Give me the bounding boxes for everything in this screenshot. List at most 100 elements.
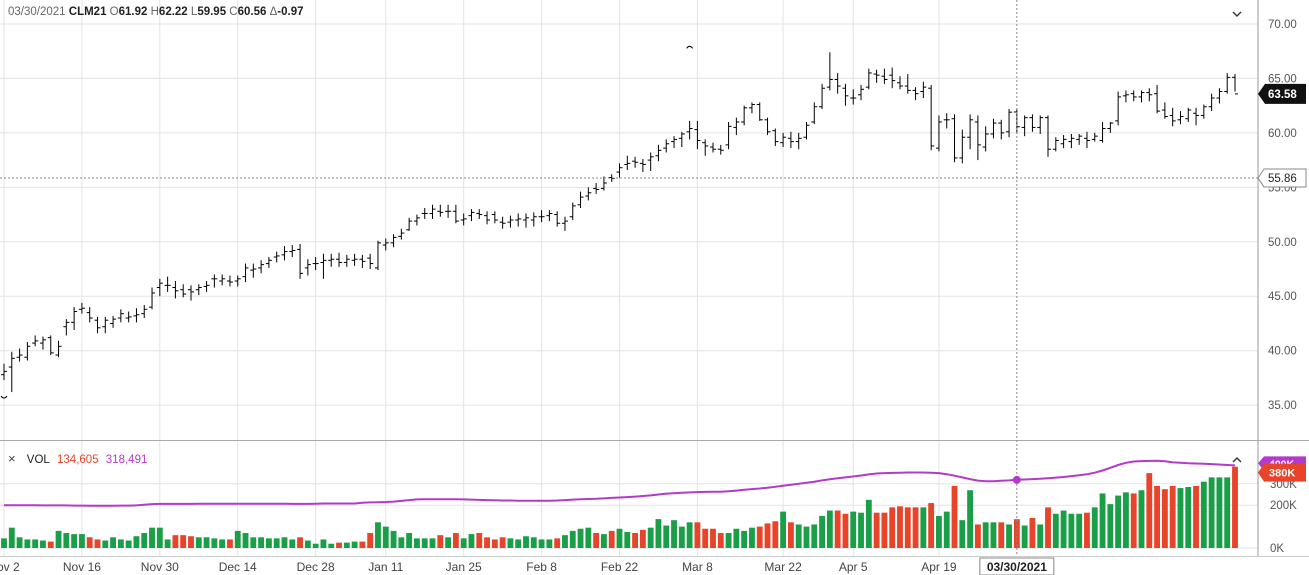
ohlc-bar xyxy=(351,253,358,266)
price-tick-label: 50.00 xyxy=(1268,237,1297,249)
ohlc-bar xyxy=(858,84,865,101)
ohlc-bar xyxy=(585,187,592,201)
volume-bar xyxy=(585,527,592,548)
volume-bar xyxy=(312,543,319,548)
ohlc-bar xyxy=(133,308,140,323)
volume-bar xyxy=(180,535,187,548)
volume-bar xyxy=(367,533,374,548)
volume-bar xyxy=(639,529,646,548)
volume-bar xyxy=(624,531,631,548)
x-tick-label: Nov 16 xyxy=(63,560,101,574)
volume-bar xyxy=(936,515,942,548)
ohlc-bar xyxy=(733,117,740,136)
volume-bar xyxy=(834,510,841,548)
volume-bar xyxy=(336,542,342,548)
ohlc-bar xyxy=(920,81,927,99)
change-value: -0.97 xyxy=(277,6,304,18)
ohlc-bar xyxy=(476,209,483,219)
crosshair-price-tag xyxy=(1257,168,1307,188)
volume-bar xyxy=(772,521,779,548)
ohlc-bar xyxy=(593,182,600,194)
crosshair-price-label: 55.86 xyxy=(1268,173,1297,185)
chevron-up-icon[interactable] xyxy=(1231,454,1243,468)
ohlc-bar xyxy=(1037,115,1044,134)
volume-bar xyxy=(8,527,15,548)
ohlc-bar xyxy=(935,115,942,152)
ohlc-bar xyxy=(1138,90,1145,103)
ohlc-bar xyxy=(117,309,124,323)
price-tick-label: 65.00 xyxy=(1268,73,1297,85)
ohlc-bar xyxy=(1006,108,1013,138)
volume-bar xyxy=(429,538,436,548)
volume-bar xyxy=(1208,477,1215,548)
ohlc-bar xyxy=(336,252,343,267)
volume-bar xyxy=(562,535,568,548)
volume-bar xyxy=(678,526,685,548)
ohlc-bar xyxy=(1115,91,1122,126)
ohlc-bar xyxy=(281,246,288,261)
volume-bar xyxy=(289,539,296,548)
quote-date: 03/30/2021 xyxy=(8,6,66,18)
ohlc-bar xyxy=(382,238,389,251)
ohlc-bar xyxy=(515,213,522,227)
low-label: L xyxy=(190,6,198,18)
ohlc-bar xyxy=(1193,107,1200,126)
quote-symbol: CLM21 xyxy=(68,6,107,18)
volume-bar xyxy=(1045,507,1051,548)
ohlc-bar xyxy=(717,144,724,155)
ohlc-bar xyxy=(367,253,374,270)
ohlc-bar xyxy=(63,319,70,336)
ohlc-bar xyxy=(998,119,1005,140)
ohlc-bar xyxy=(39,336,46,350)
volume-bar xyxy=(265,538,272,548)
ohlc-bar xyxy=(149,287,156,310)
volume-bar xyxy=(959,520,966,548)
volume-bar xyxy=(1216,477,1223,548)
volume-bar xyxy=(865,499,872,548)
ohlc-bar xyxy=(1154,84,1161,114)
volume-bar xyxy=(24,539,31,548)
volume-tick-label: 200K xyxy=(1270,500,1297,512)
ohlc-bar xyxy=(1068,133,1075,149)
close-study-icon[interactable]: × xyxy=(8,451,16,466)
volume-bar xyxy=(63,533,70,548)
volume-bar xyxy=(102,540,109,548)
volume-bar xyxy=(78,534,85,548)
volume-bar xyxy=(1161,489,1168,548)
volume-bar xyxy=(904,507,911,548)
ohlc-bar xyxy=(102,316,109,334)
ohlc-bar xyxy=(203,280,210,292)
x-tick-label: Apr 5 xyxy=(839,560,868,574)
ohlc-bar xyxy=(180,284,187,298)
volume-tick-label: 0K xyxy=(1270,543,1284,555)
ohlc-bar xyxy=(546,210,553,222)
volume-bar xyxy=(515,539,522,548)
chevron-down-icon[interactable] xyxy=(1231,8,1243,22)
ohlc-bar xyxy=(258,260,265,274)
volume-bar xyxy=(1021,525,1028,548)
ohlc-bar xyxy=(881,68,888,84)
price-tick-label: 60.00 xyxy=(1268,128,1297,140)
crosshair-date-tag xyxy=(979,557,1055,575)
volume-bar xyxy=(414,538,420,548)
ohlc-bar xyxy=(78,302,85,314)
ohlc-bar xyxy=(320,253,327,279)
volume-bar xyxy=(328,543,335,548)
ohlc-bar xyxy=(1224,72,1231,94)
ohlc-bar xyxy=(390,234,397,248)
volume-bar xyxy=(452,533,459,548)
ohlc-bar xyxy=(304,259,311,276)
volume-bar xyxy=(258,537,265,548)
volume-bar xyxy=(445,537,452,548)
ohlc-bar xyxy=(741,105,748,126)
x-tick-label: Feb 22 xyxy=(601,560,639,574)
volume-bar xyxy=(110,537,116,548)
ohlc-bar xyxy=(725,121,732,150)
ohlc-bar xyxy=(55,340,62,358)
volume-bar xyxy=(1169,485,1176,548)
volume-bar xyxy=(546,539,553,548)
volume-bar xyxy=(1232,466,1238,548)
ohlc-bar xyxy=(172,280,179,299)
